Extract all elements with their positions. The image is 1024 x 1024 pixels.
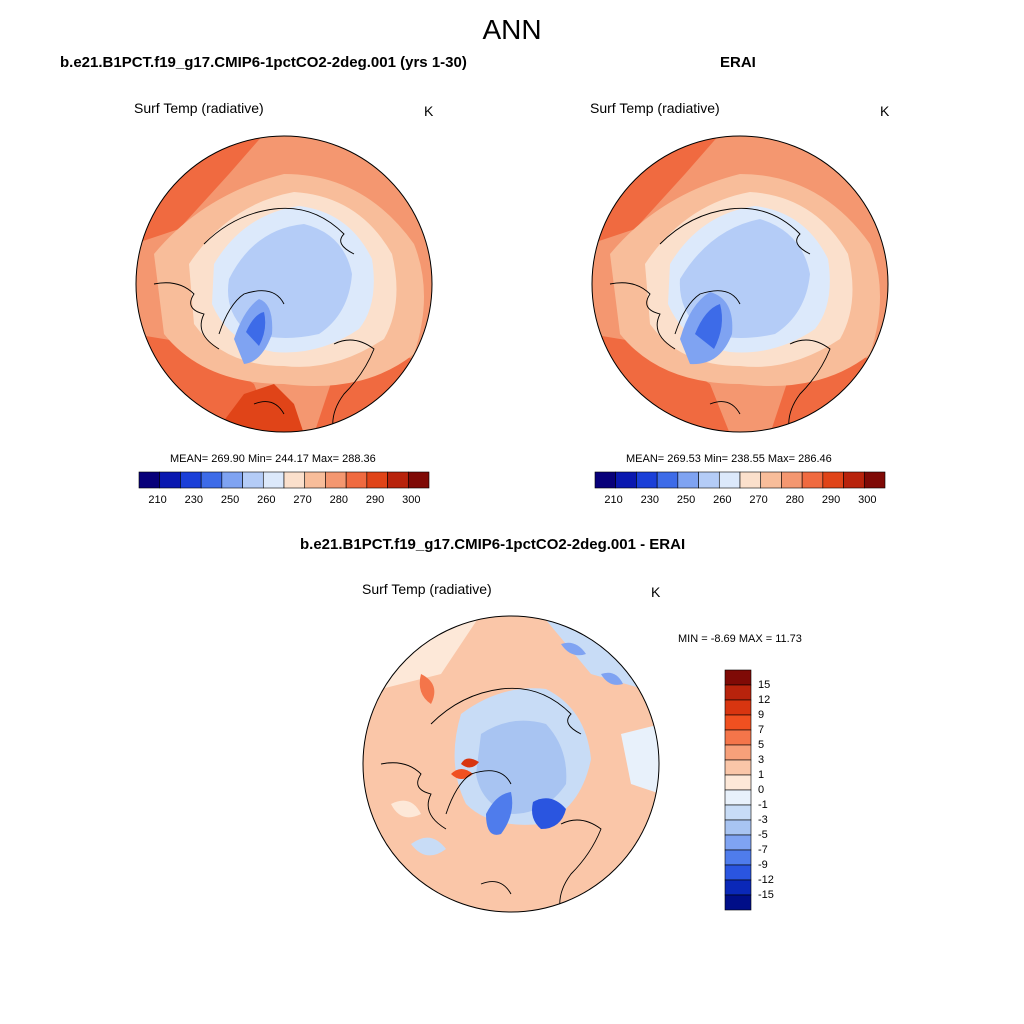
colorbar-swatch bbox=[724, 774, 752, 791]
panel-2-colorbar-ticks: 210 230 250 260 270 280 290 300 bbox=[595, 494, 885, 508]
panel-3-stats: MIN = -8.69 MAX = 11.73 bbox=[678, 633, 802, 645]
main-title: ANN bbox=[482, 14, 542, 45]
colorbar-tick-label: 280 bbox=[329, 494, 349, 506]
colorbar-swatch bbox=[724, 819, 752, 836]
colorbar-swatch bbox=[698, 471, 720, 489]
colorbar-swatch bbox=[781, 471, 803, 489]
colorbar-tick-label: 290 bbox=[365, 494, 385, 506]
colorbar-tick-label: 230 bbox=[184, 494, 204, 506]
colorbar-tick-label: 300 bbox=[402, 494, 421, 506]
colorbar-swatch bbox=[760, 471, 782, 489]
colorbar-swatch bbox=[724, 744, 752, 761]
colorbar-swatch bbox=[724, 669, 752, 686]
colorbar-tick-label: 290 bbox=[821, 494, 841, 506]
colorbar-tick-label: -15 bbox=[758, 889, 774, 901]
colorbar-tick-label: 210 bbox=[604, 494, 623, 506]
colorbar-tick-label: 260 bbox=[713, 494, 732, 506]
colorbar-tick-label: 270 bbox=[749, 494, 768, 506]
colorbar-tick-label: 7 bbox=[758, 724, 765, 736]
colorbar-tick-label: -7 bbox=[758, 844, 768, 856]
colorbar-swatch bbox=[387, 471, 409, 489]
colorbar-swatch bbox=[594, 471, 617, 489]
colorbar-tick-label: 210 bbox=[148, 494, 167, 506]
colorbar-swatch bbox=[345, 471, 368, 489]
colorbar-tick-label: -5 bbox=[758, 829, 768, 841]
colorbar-tick-label: 300 bbox=[858, 494, 877, 506]
colorbar-swatch bbox=[724, 789, 752, 806]
colorbar-swatch bbox=[822, 471, 844, 489]
colorbar-tick-label: 3 bbox=[758, 754, 765, 766]
colorbar-tick-label: -3 bbox=[758, 814, 768, 826]
colorbar-tick-label: 9 bbox=[758, 709, 765, 721]
colorbar-swatch bbox=[724, 759, 752, 776]
colorbar-tick-label: -9 bbox=[758, 859, 768, 871]
colorbar-tick-label: 230 bbox=[640, 494, 660, 506]
colorbar-swatch bbox=[724, 894, 752, 911]
colorbar-swatch bbox=[636, 471, 658, 489]
colorbar-swatch bbox=[242, 471, 264, 489]
colorbar-tick-label: 280 bbox=[785, 494, 805, 506]
colorbar-tick-label: 250 bbox=[220, 494, 240, 506]
panel-2-variable: Surf Temp (radiative) bbox=[590, 100, 720, 116]
colorbar-swatch bbox=[724, 714, 752, 731]
panel-1-stats: MEAN= 269.90 Min= 244.17 Max= 288.36 bbox=[170, 453, 376, 465]
panel-2-map bbox=[591, 135, 889, 433]
colorbar-swatch bbox=[724, 864, 752, 881]
colorbar-swatch bbox=[677, 471, 699, 489]
colorbar-tick-label: -1 bbox=[758, 799, 768, 811]
panel-3-units: K bbox=[651, 584, 661, 600]
colorbar-swatch bbox=[180, 471, 202, 489]
panel-3-title: b.e21.B1PCT.f19_g17.CMIP6-1pctCO2-2deg.0… bbox=[300, 536, 686, 553]
colorbar-swatch bbox=[724, 699, 752, 716]
colorbar-swatch bbox=[863, 471, 886, 489]
colorbar-swatch bbox=[843, 471, 865, 489]
colorbar-swatch bbox=[724, 834, 752, 851]
panel-1-colorbar bbox=[138, 471, 430, 489]
colorbar-swatch bbox=[724, 804, 752, 821]
colorbar-tick-label: 270 bbox=[293, 494, 312, 506]
colorbar-tick-label: 1 bbox=[758, 769, 765, 781]
panel-1-colorbar-ticks: 210 230 250 260 270 280 290 300 bbox=[139, 494, 429, 508]
colorbar-swatch bbox=[615, 471, 637, 489]
colorbar-swatch bbox=[718, 471, 741, 489]
colorbar-swatch bbox=[200, 471, 223, 489]
panel-2-title: ERAI bbox=[720, 54, 756, 71]
colorbar-swatch bbox=[724, 849, 752, 866]
colorbar-tick-label: 250 bbox=[676, 494, 696, 506]
panel-1-units: K bbox=[424, 103, 434, 119]
colorbar-swatch bbox=[724, 729, 752, 746]
colorbar-swatch bbox=[366, 471, 388, 489]
panel-3-variable: Surf Temp (radiative) bbox=[362, 581, 492, 597]
panel-3-colorbar bbox=[724, 669, 752, 911]
colorbar-swatch bbox=[739, 471, 762, 489]
colorbar-swatch bbox=[262, 471, 285, 489]
colorbar-swatch bbox=[138, 471, 161, 489]
colorbar-tick-label: 260 bbox=[257, 494, 276, 506]
colorbar-tick-label: 5 bbox=[758, 739, 765, 751]
panel-1-variable: Surf Temp (radiative) bbox=[134, 100, 264, 116]
colorbar-tick-label: 0 bbox=[758, 784, 765, 796]
panel-3-map bbox=[362, 615, 660, 913]
panel-1-title: b.e21.B1PCT.f19_g17.CMIP6-1pctCO2-2deg.0… bbox=[60, 54, 467, 71]
colorbar-swatch bbox=[304, 471, 326, 489]
colorbar-swatch bbox=[283, 471, 306, 489]
panel-2-stats: MEAN= 269.53 Min= 238.55 Max= 286.46 bbox=[626, 453, 832, 465]
colorbar-swatch bbox=[325, 471, 347, 489]
colorbar-swatch bbox=[801, 471, 824, 489]
panel-2-colorbar bbox=[594, 471, 886, 489]
colorbar-swatch bbox=[407, 471, 430, 489]
colorbar-tick-label: 12 bbox=[758, 694, 771, 706]
colorbar-tick-label: -12 bbox=[758, 874, 774, 886]
colorbar-tick-label: 15 bbox=[758, 679, 771, 691]
colorbar-swatch bbox=[221, 471, 243, 489]
colorbar-swatch bbox=[159, 471, 181, 489]
colorbar-swatch bbox=[656, 471, 679, 489]
colorbar-swatch bbox=[724, 684, 752, 701]
colorbar-swatch bbox=[724, 879, 752, 896]
panel-2-units: K bbox=[880, 103, 890, 119]
panel-1-map bbox=[135, 135, 433, 433]
panel-3-colorbar-ticks: 15 12 9 7 5 3 1 0 -1 -3 -5 -7 -9 -12 -15 bbox=[758, 670, 798, 910]
